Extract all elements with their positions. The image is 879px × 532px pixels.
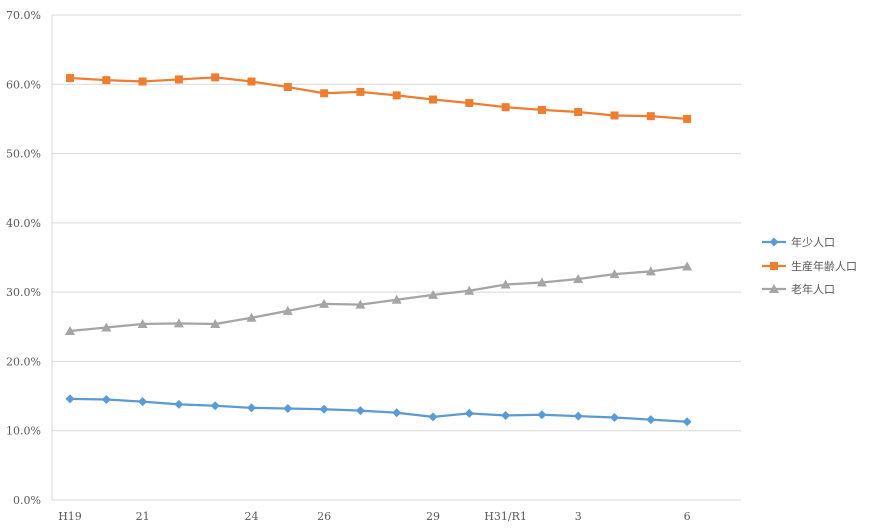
data-point — [282, 305, 293, 315]
data-point — [464, 285, 475, 295]
series-line — [69, 76, 688, 121]
data-point — [428, 289, 438, 299]
data-point — [173, 318, 184, 328]
data-point — [500, 279, 511, 289]
data-point — [464, 408, 474, 418]
data-point — [573, 273, 584, 283]
legend-marker — [769, 284, 779, 293]
data-point — [101, 395, 111, 405]
data-point — [465, 98, 474, 107]
y-tick-label: 40.0% — [6, 217, 41, 230]
data-point — [573, 411, 583, 421]
data-point — [645, 266, 656, 276]
legend-item: 年少人口 — [762, 235, 835, 249]
data-point — [283, 404, 293, 414]
series-2 — [66, 73, 692, 123]
data-point — [609, 269, 620, 279]
data-point — [537, 410, 547, 420]
legend-item: 生産年齢人口 — [762, 259, 857, 273]
legend-label: 老年人口 — [791, 282, 835, 296]
data-point — [65, 325, 75, 335]
x-tick-label: 29 — [426, 510, 440, 523]
y-tick-label: 70.0% — [6, 9, 41, 22]
x-tick-label: 21 — [136, 510, 150, 523]
data-point — [101, 322, 112, 332]
legend-marker — [770, 262, 778, 270]
data-point — [428, 412, 438, 422]
series-line — [69, 397, 688, 423]
data-point — [174, 399, 184, 409]
data-point — [683, 114, 692, 123]
y-tick-label: 0.0% — [13, 494, 41, 507]
data-point — [537, 105, 546, 114]
legend-label: 生産年齢人口 — [791, 259, 857, 273]
x-tick-label: 3 — [575, 510, 582, 523]
y-tick-label: 10.0% — [6, 425, 41, 438]
series-line — [69, 265, 688, 333]
x-tick-label: H19 — [58, 510, 82, 523]
data-point — [429, 95, 437, 104]
data-point — [138, 77, 147, 86]
y-tick-label: 30.0% — [6, 286, 41, 299]
data-point — [66, 74, 74, 83]
data-point — [65, 394, 75, 404]
x-tick-label: 24 — [245, 510, 259, 523]
y-tick-label: 50.0% — [6, 148, 41, 161]
data-point — [319, 298, 330, 308]
data-point — [246, 312, 257, 322]
x-tick-label: H31/R1 — [484, 510, 527, 523]
series-1 — [65, 394, 692, 427]
series-3 — [65, 261, 693, 335]
data-point — [392, 408, 402, 418]
data-point — [320, 89, 329, 98]
data-point — [319, 404, 329, 414]
x-axis: H19 21 24 26 29 H31/R1 3 6 — [58, 510, 690, 523]
data-point — [210, 401, 220, 411]
data-point — [610, 413, 619, 423]
data-point — [356, 87, 365, 96]
data-point — [210, 319, 221, 329]
data-point — [682, 417, 692, 427]
y-tick-label: 60.0% — [6, 78, 41, 91]
x-tick-label: 6 — [684, 510, 691, 523]
data-point — [501, 103, 510, 112]
data-point — [536, 277, 547, 287]
legend-item: 老年人口 — [762, 282, 835, 296]
data-point — [392, 91, 401, 100]
data-point — [646, 415, 656, 425]
data-point — [682, 261, 693, 271]
y-axis: 0.0% 10.0% 20.0% 30.0% 40.0% 50.0% 60.0% 70.0% — [6, 9, 53, 507]
data-point — [355, 406, 365, 416]
data-point — [646, 112, 655, 121]
data-point — [610, 111, 619, 120]
gridlines — [52, 14, 741, 501]
data-point — [102, 76, 111, 85]
data-point — [501, 410, 511, 420]
legend-label: 年少人口 — [791, 235, 835, 249]
data-point — [174, 75, 183, 84]
data-point — [247, 77, 256, 86]
data-point — [137, 319, 148, 329]
data-point — [391, 294, 402, 304]
data-point — [138, 397, 148, 407]
data-point — [247, 403, 256, 413]
y-tick-label: 20.0% — [6, 355, 41, 368]
data-point — [574, 108, 583, 116]
legend-marker — [769, 237, 779, 247]
series-layer — [65, 73, 693, 427]
data-point — [211, 73, 220, 82]
x-tick-label: 26 — [317, 510, 331, 523]
data-point — [355, 299, 366, 309]
data-point — [283, 83, 292, 92]
